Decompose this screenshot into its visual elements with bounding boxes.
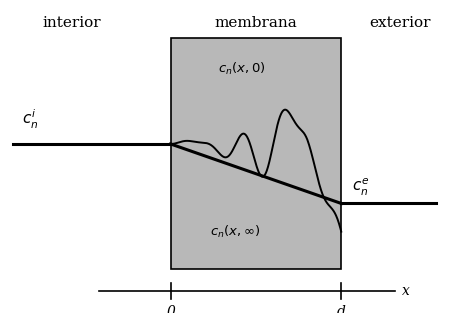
Text: $c_n^e$: $c_n^e$ (352, 177, 370, 198)
Bar (171, 38, 341, 269)
Text: $c_n^i$: $c_n^i$ (22, 107, 39, 131)
Text: membrana: membrana (215, 16, 297, 30)
Text: $c_n(x,0)$: $c_n(x,0)$ (218, 61, 266, 77)
Text: d: d (337, 305, 346, 313)
Text: 0: 0 (166, 305, 175, 313)
Text: interior: interior (43, 16, 101, 30)
Text: x: x (402, 284, 410, 298)
Text: exterior: exterior (369, 16, 430, 30)
Text: $c_n(x,\infty)$: $c_n(x,\infty)$ (210, 223, 260, 240)
